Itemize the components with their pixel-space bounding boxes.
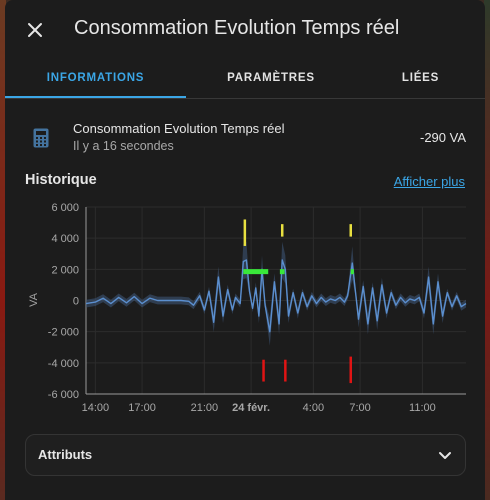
- attributes-expander[interactable]: Attributs: [25, 434, 466, 476]
- entity-state: -290 VA: [419, 130, 466, 145]
- dialog-header: Consommation Evolution Temps réel: [5, 0, 485, 60]
- history-chart[interactable]: 6 000 4 000 2 000 0 -2 000 -4 000 -6 000 14:00…: [5, 196, 485, 424]
- active-tab-indicator: [5, 96, 186, 98]
- tab-bar: INFORMATIONS PARAMÈTRES LIÉES: [5, 60, 485, 99]
- y-axis-label: VA: [28, 292, 40, 307]
- dialog-title: Consommation Evolution Temps réel: [74, 17, 400, 39]
- y-tick-label: 6 000: [51, 202, 79, 214]
- y-tick-label: 2 000: [51, 264, 79, 276]
- show-more-link[interactable]: Afficher plus: [393, 174, 465, 189]
- x-tick-label: 4:00: [303, 402, 324, 414]
- entity-last-changed: Il y a 16 secondes: [73, 139, 174, 153]
- close-button[interactable]: [19, 14, 51, 46]
- history-title: Historique: [25, 172, 97, 188]
- entity-row[interactable]: Consommation Evolution Temps réel Il y a…: [5, 110, 485, 166]
- y-tick-label: 4 000: [51, 233, 79, 245]
- tab-liees[interactable]: LIÉES: [401, 72, 440, 84]
- chevron-down-icon: [439, 452, 451, 459]
- tab-parametres[interactable]: PARAMÈTRES: [227, 72, 315, 84]
- tab-informations[interactable]: INFORMATIONS: [46, 72, 145, 84]
- x-tick-label: 14:00: [82, 402, 110, 414]
- more-info-dialog: Consommation Evolution Temps réel INFORM…: [5, 0, 485, 500]
- x-tick-label: 17:00: [128, 402, 156, 414]
- x-tick-label: 24 févr.: [232, 402, 270, 414]
- y-tick-label: -6 000: [48, 389, 79, 401]
- attributes-label: Attributs: [38, 447, 93, 462]
- background-strip-left: [0, 0, 6, 500]
- series-line: [85, 259, 467, 333]
- x-tick-label: 21:00: [191, 402, 219, 414]
- y-tick-label: -4 000: [48, 358, 79, 370]
- background-strip-right: [484, 0, 490, 500]
- entity-name: Consommation Evolution Temps réel: [73, 121, 285, 136]
- x-tick-label: 11:00: [409, 402, 436, 414]
- calculator-icon: [33, 128, 49, 148]
- y-tick-label: 0: [73, 296, 79, 308]
- x-tick-label: 7:00: [349, 402, 370, 414]
- close-icon: [28, 23, 42, 37]
- y-tick-label: -2 000: [48, 327, 79, 339]
